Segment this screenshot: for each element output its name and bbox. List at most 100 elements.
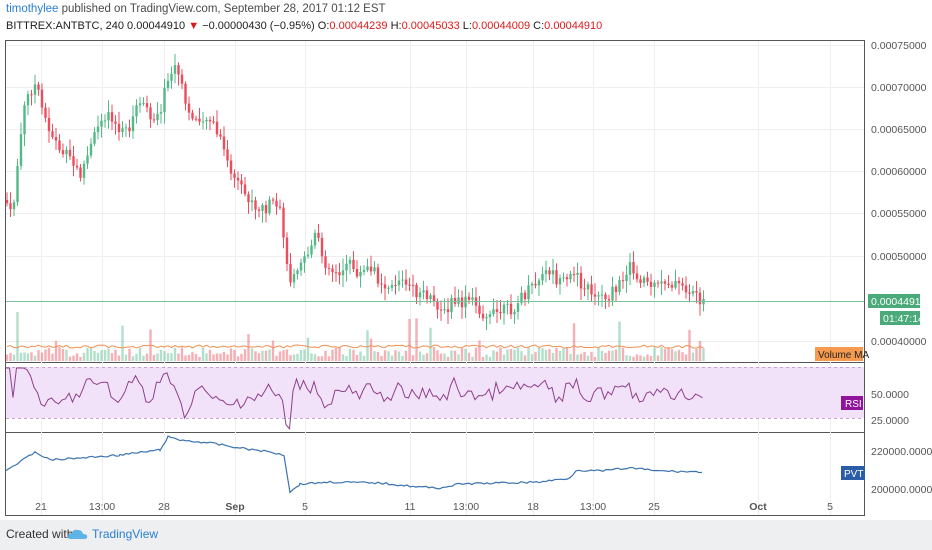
volume-bar (537, 347, 541, 361)
volume-bar (604, 352, 607, 361)
candle-body (677, 280, 681, 284)
volume-bar (240, 353, 243, 361)
volume-ma-badge[interactable] (815, 347, 863, 361)
candle-body (65, 149, 68, 155)
chart-canvas[interactable]: 0.00075000 0.00070000 0.00065000 0.00060… (0, 0, 932, 520)
tradingview-link[interactable]: TradingView (92, 527, 159, 541)
volume-bar (317, 356, 320, 361)
candle-body (278, 206, 282, 208)
volume-bar (656, 355, 660, 361)
candle-body (282, 207, 285, 238)
symbol-label[interactable]: BITTREX:ANTBTC, 240 (6, 20, 124, 32)
candle-body (331, 268, 334, 273)
candle-body (590, 284, 593, 295)
volume-bar (51, 353, 54, 361)
candle-body (100, 120, 103, 127)
volume-bar (201, 347, 205, 361)
candle-body (415, 284, 418, 298)
candle-body (600, 294, 604, 296)
pvt-tick: 200000.0000 (871, 484, 932, 496)
candle-body (317, 232, 320, 238)
candle-body (646, 277, 649, 282)
candle-body (684, 285, 688, 293)
candle-body (698, 292, 702, 305)
low-value: 0.00044009 (471, 20, 531, 32)
volume-bar (467, 352, 471, 361)
candle-body (628, 262, 632, 275)
volume-bar (502, 354, 506, 361)
volume-bar (334, 347, 338, 361)
candle-body (89, 143, 93, 156)
rsi-badge[interactable] (841, 396, 863, 410)
volume-bar (82, 352, 86, 361)
price-tick: 0.00075000 (871, 40, 927, 52)
footer: Created with TradingView (0, 520, 932, 550)
candle-body (19, 134, 23, 166)
volume-bar (254, 351, 257, 361)
candle-body (310, 245, 313, 255)
time-label: 5 (827, 501, 833, 513)
high-value: 0.00045033 (401, 20, 460, 32)
tradingview-cloud-icon[interactable] (68, 529, 88, 541)
volume-bar (513, 349, 516, 361)
candle-body (208, 119, 212, 122)
candle-body (674, 280, 677, 288)
volume-bar (107, 348, 110, 361)
publish-text: published on TradingView.com, September … (61, 3, 386, 15)
candle-body (597, 295, 600, 297)
candle-body (401, 279, 404, 281)
volume-bar (684, 354, 688, 361)
volume-bar (478, 340, 481, 361)
volume-bar (597, 347, 600, 361)
time-label: 18 (527, 501, 539, 513)
volume-bar (541, 348, 544, 361)
candle-body (275, 200, 278, 207)
candle-body (26, 94, 30, 106)
price-tick: 0.00055000 (871, 208, 927, 220)
volume-bar (418, 351, 422, 361)
candle-body (324, 256, 327, 268)
rsi-tick: 25.0000 (871, 415, 909, 427)
candle-body (107, 112, 110, 121)
volume-bar (152, 354, 156, 361)
candle-body (142, 103, 145, 105)
volume-bar (481, 356, 485, 361)
candle-body (499, 311, 502, 314)
candle-body (355, 268, 359, 277)
candle-body (359, 271, 362, 277)
candle-body (432, 295, 436, 302)
volume-bar (313, 354, 317, 361)
volume-bar (86, 347, 89, 361)
volume-bar (110, 353, 114, 361)
candle-body (446, 309, 450, 313)
volume-bar (681, 352, 684, 361)
candle-body (124, 127, 128, 129)
volume-bar (205, 353, 208, 361)
volume-bar (282, 350, 285, 361)
volume-bar (390, 355, 394, 361)
volume-bar (128, 348, 131, 361)
volume-bar (61, 349, 65, 361)
volume-bar (408, 318, 411, 361)
volume-bar (142, 355, 145, 361)
volume-bar (387, 351, 390, 361)
volume-bar (569, 353, 572, 361)
candle-body (537, 280, 541, 286)
price-tick: 0.00070000 (871, 82, 927, 94)
candle-body (614, 286, 618, 293)
volume-bar (54, 340, 58, 361)
candle-body (562, 277, 565, 279)
candle-body (488, 314, 492, 318)
price-change: −0.00000430 (−0.95%) (202, 20, 315, 32)
volume-bar (663, 348, 667, 361)
candle-body (296, 270, 299, 275)
pvt-badge[interactable] (841, 466, 865, 480)
volume-bar (12, 354, 16, 361)
volume-bar (58, 347, 61, 361)
candle-body (681, 283, 684, 286)
volume-bar (702, 348, 705, 361)
candle-body (180, 74, 184, 84)
author-link[interactable]: timothylee (6, 3, 59, 15)
volume-bar (471, 356, 474, 361)
candle-body (695, 291, 698, 293)
